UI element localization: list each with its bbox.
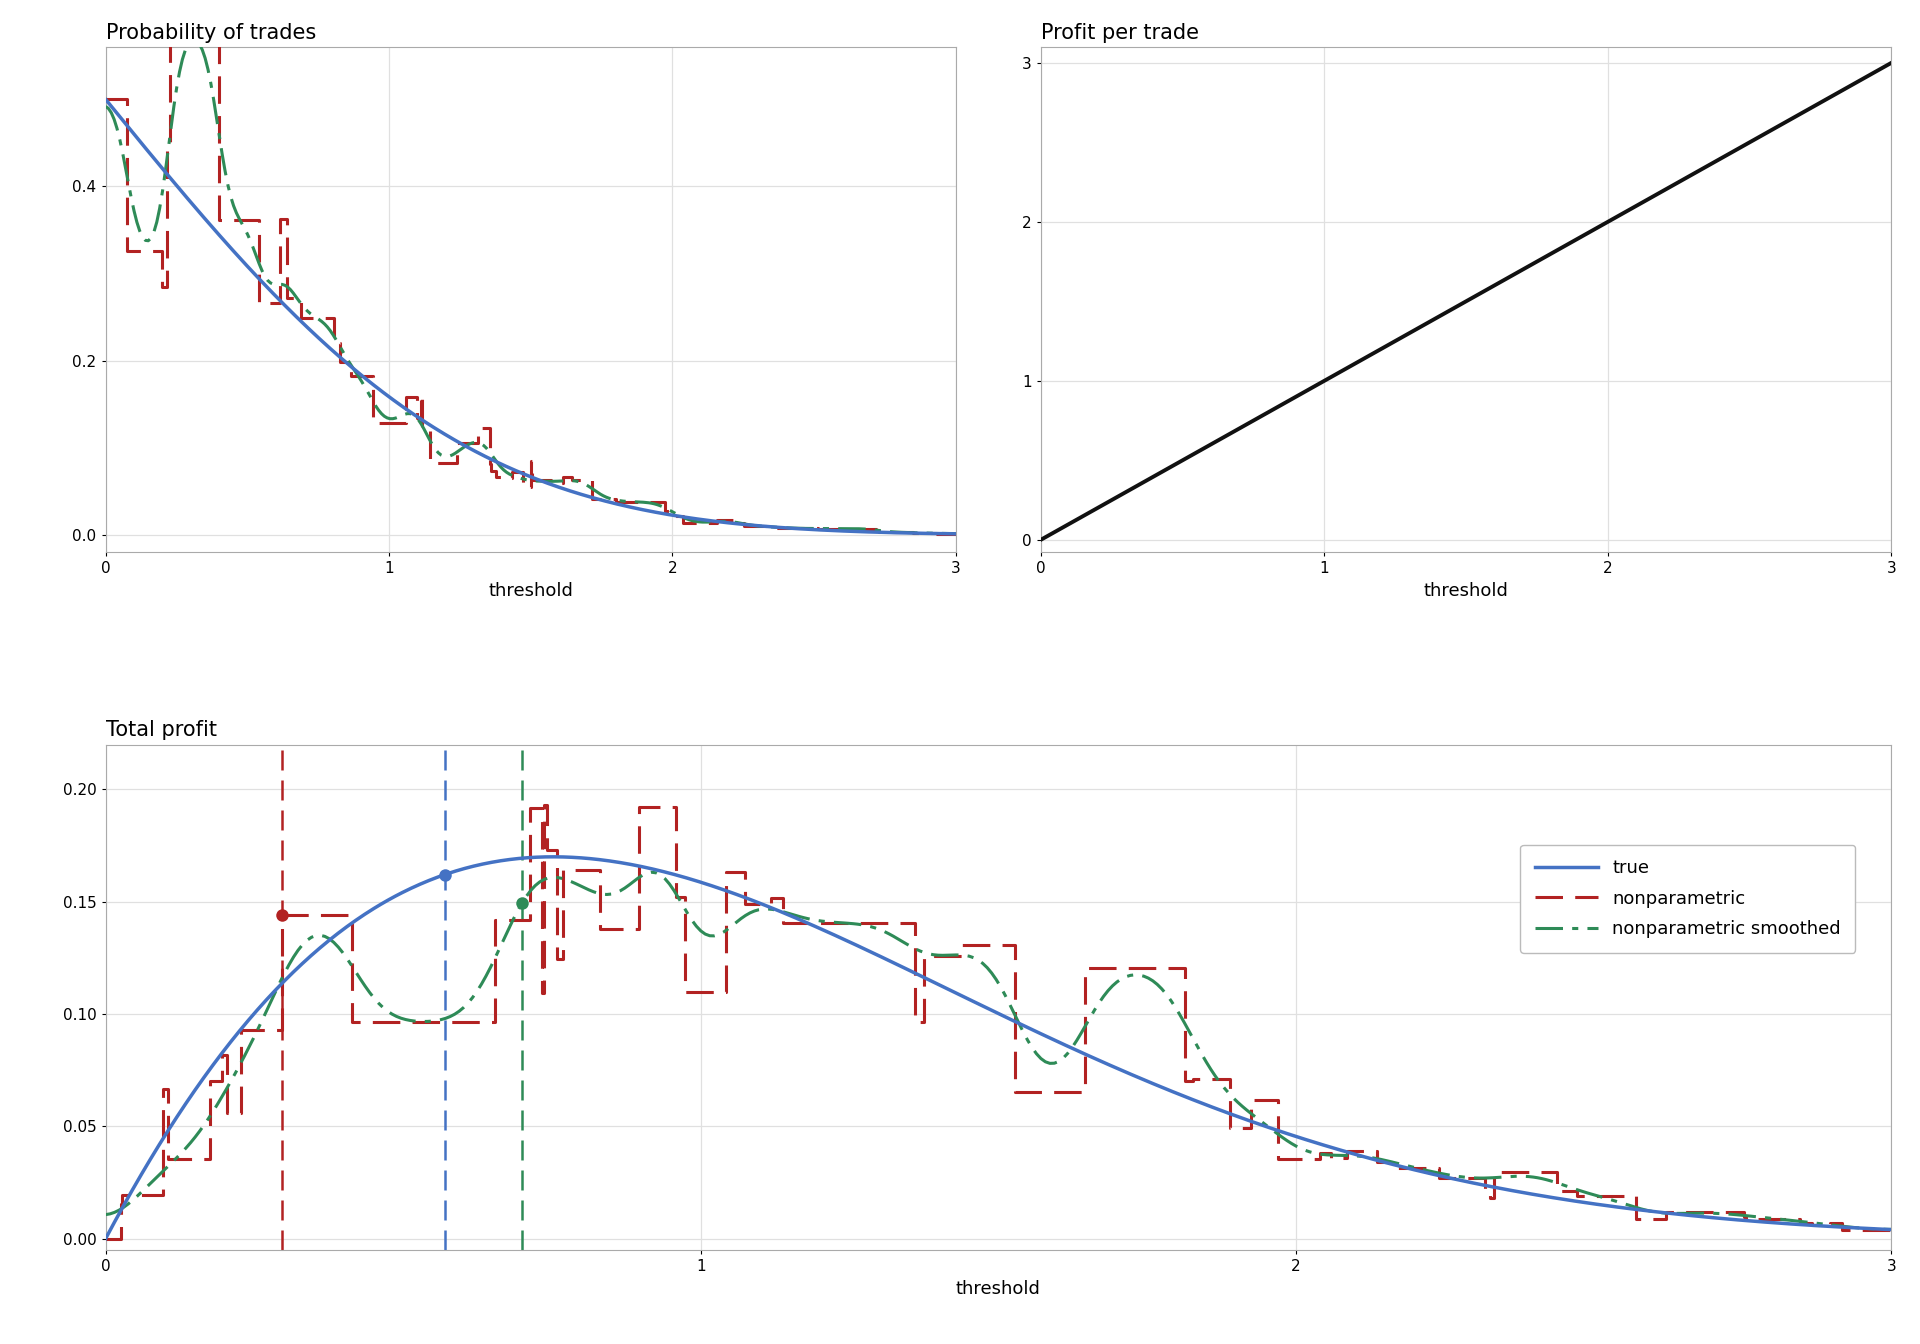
X-axis label: threshold: threshold xyxy=(956,1279,1041,1297)
X-axis label: threshold: threshold xyxy=(488,582,574,599)
X-axis label: threshold: threshold xyxy=(1423,582,1509,599)
Text: Profit per trade: Profit per trade xyxy=(1041,23,1198,43)
Legend: true, nonparametric, nonparametric smoothed: true, nonparametric, nonparametric smoot… xyxy=(1521,844,1855,953)
Text: Total profit: Total profit xyxy=(106,720,217,741)
Text: Probability of trades: Probability of trades xyxy=(106,23,317,43)
